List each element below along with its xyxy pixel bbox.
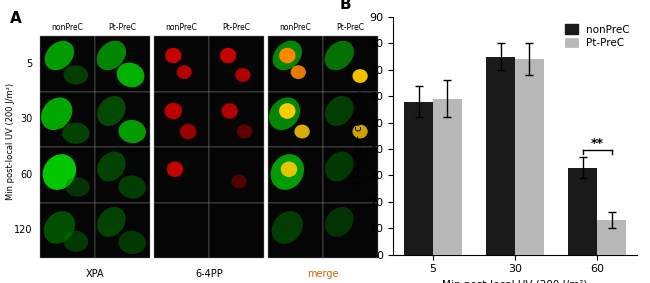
Ellipse shape [279, 103, 296, 119]
X-axis label: Min post-local UV (200 J/m²): Min post-local UV (200 J/m²) [443, 280, 588, 283]
Ellipse shape [116, 63, 144, 87]
Bar [515, 59, 544, 255]
Bar [209, 92, 264, 147]
Bar [404, 102, 433, 255]
Ellipse shape [41, 97, 72, 130]
Ellipse shape [97, 41, 126, 70]
Bar [268, 203, 323, 258]
Ellipse shape [165, 48, 181, 63]
Bar [569, 168, 597, 255]
Bar [268, 92, 323, 147]
Ellipse shape [180, 124, 196, 139]
Ellipse shape [235, 68, 250, 82]
Bar [597, 220, 626, 255]
Bar [209, 36, 264, 92]
Bar [95, 92, 150, 147]
Ellipse shape [64, 65, 88, 85]
Ellipse shape [97, 207, 125, 237]
Text: **: ** [591, 137, 604, 150]
Legend: nonPreC, Pt-PreC: nonPreC, Pt-PreC [563, 22, 632, 50]
Ellipse shape [167, 162, 183, 177]
Bar [154, 36, 209, 92]
Ellipse shape [231, 175, 247, 188]
Ellipse shape [272, 211, 303, 244]
Bar [323, 147, 378, 203]
Bar [209, 147, 264, 203]
Bar [323, 36, 378, 92]
Ellipse shape [97, 96, 125, 126]
Text: Pt-PreC: Pt-PreC [222, 23, 250, 32]
Y-axis label: XPA foci+ cells (%): XPA foci+ cells (%) [354, 87, 364, 185]
Text: 60: 60 [21, 170, 32, 180]
Ellipse shape [64, 231, 88, 252]
Ellipse shape [164, 103, 182, 119]
Ellipse shape [65, 177, 90, 197]
Ellipse shape [269, 97, 300, 130]
Text: A: A [10, 11, 22, 26]
Text: 120: 120 [14, 225, 32, 235]
Ellipse shape [118, 120, 146, 143]
Ellipse shape [43, 154, 76, 190]
Text: Pt-PreC: Pt-PreC [336, 23, 364, 32]
Ellipse shape [177, 65, 192, 79]
Ellipse shape [294, 125, 310, 138]
Bar [323, 203, 378, 258]
Text: nonPreC: nonPreC [280, 23, 311, 32]
Text: B: B [339, 0, 351, 12]
Text: merge: merge [307, 269, 339, 279]
Ellipse shape [118, 231, 146, 254]
Ellipse shape [279, 48, 296, 63]
Ellipse shape [62, 123, 90, 144]
Text: Min post-local UV (200 J/m²): Min post-local UV (200 J/m²) [6, 83, 15, 200]
Text: 30: 30 [21, 114, 32, 124]
Bar [40, 203, 95, 258]
Ellipse shape [352, 125, 368, 138]
Ellipse shape [325, 207, 354, 237]
Bar [486, 57, 515, 255]
Ellipse shape [325, 96, 354, 126]
Ellipse shape [97, 151, 125, 181]
Ellipse shape [272, 41, 302, 70]
Bar [433, 99, 462, 255]
Bar [154, 92, 209, 147]
Text: 6-4PP: 6-4PP [195, 269, 223, 279]
Text: 5: 5 [27, 59, 32, 69]
Ellipse shape [220, 48, 237, 63]
Bar [95, 203, 150, 258]
Ellipse shape [270, 154, 304, 190]
Bar [268, 36, 323, 92]
Ellipse shape [45, 41, 74, 70]
Ellipse shape [118, 175, 146, 199]
Bar [209, 203, 264, 258]
Ellipse shape [291, 65, 306, 79]
Ellipse shape [281, 162, 297, 177]
Bar [268, 147, 323, 203]
Bar [323, 92, 378, 147]
Ellipse shape [44, 211, 75, 244]
Ellipse shape [352, 69, 368, 83]
Text: XPA: XPA [86, 269, 104, 279]
Text: nonPreC: nonPreC [51, 23, 84, 32]
Bar [40, 36, 95, 92]
Ellipse shape [324, 41, 354, 70]
Bar [95, 36, 150, 92]
Ellipse shape [222, 103, 238, 119]
Bar [95, 147, 150, 203]
Bar [40, 92, 95, 147]
Ellipse shape [325, 151, 354, 181]
Bar [154, 147, 209, 203]
Bar [154, 203, 209, 258]
Text: nonPreC: nonPreC [166, 23, 198, 32]
Text: Pt-PreC: Pt-PreC [109, 23, 136, 32]
Bar [40, 147, 95, 203]
Ellipse shape [237, 125, 252, 138]
